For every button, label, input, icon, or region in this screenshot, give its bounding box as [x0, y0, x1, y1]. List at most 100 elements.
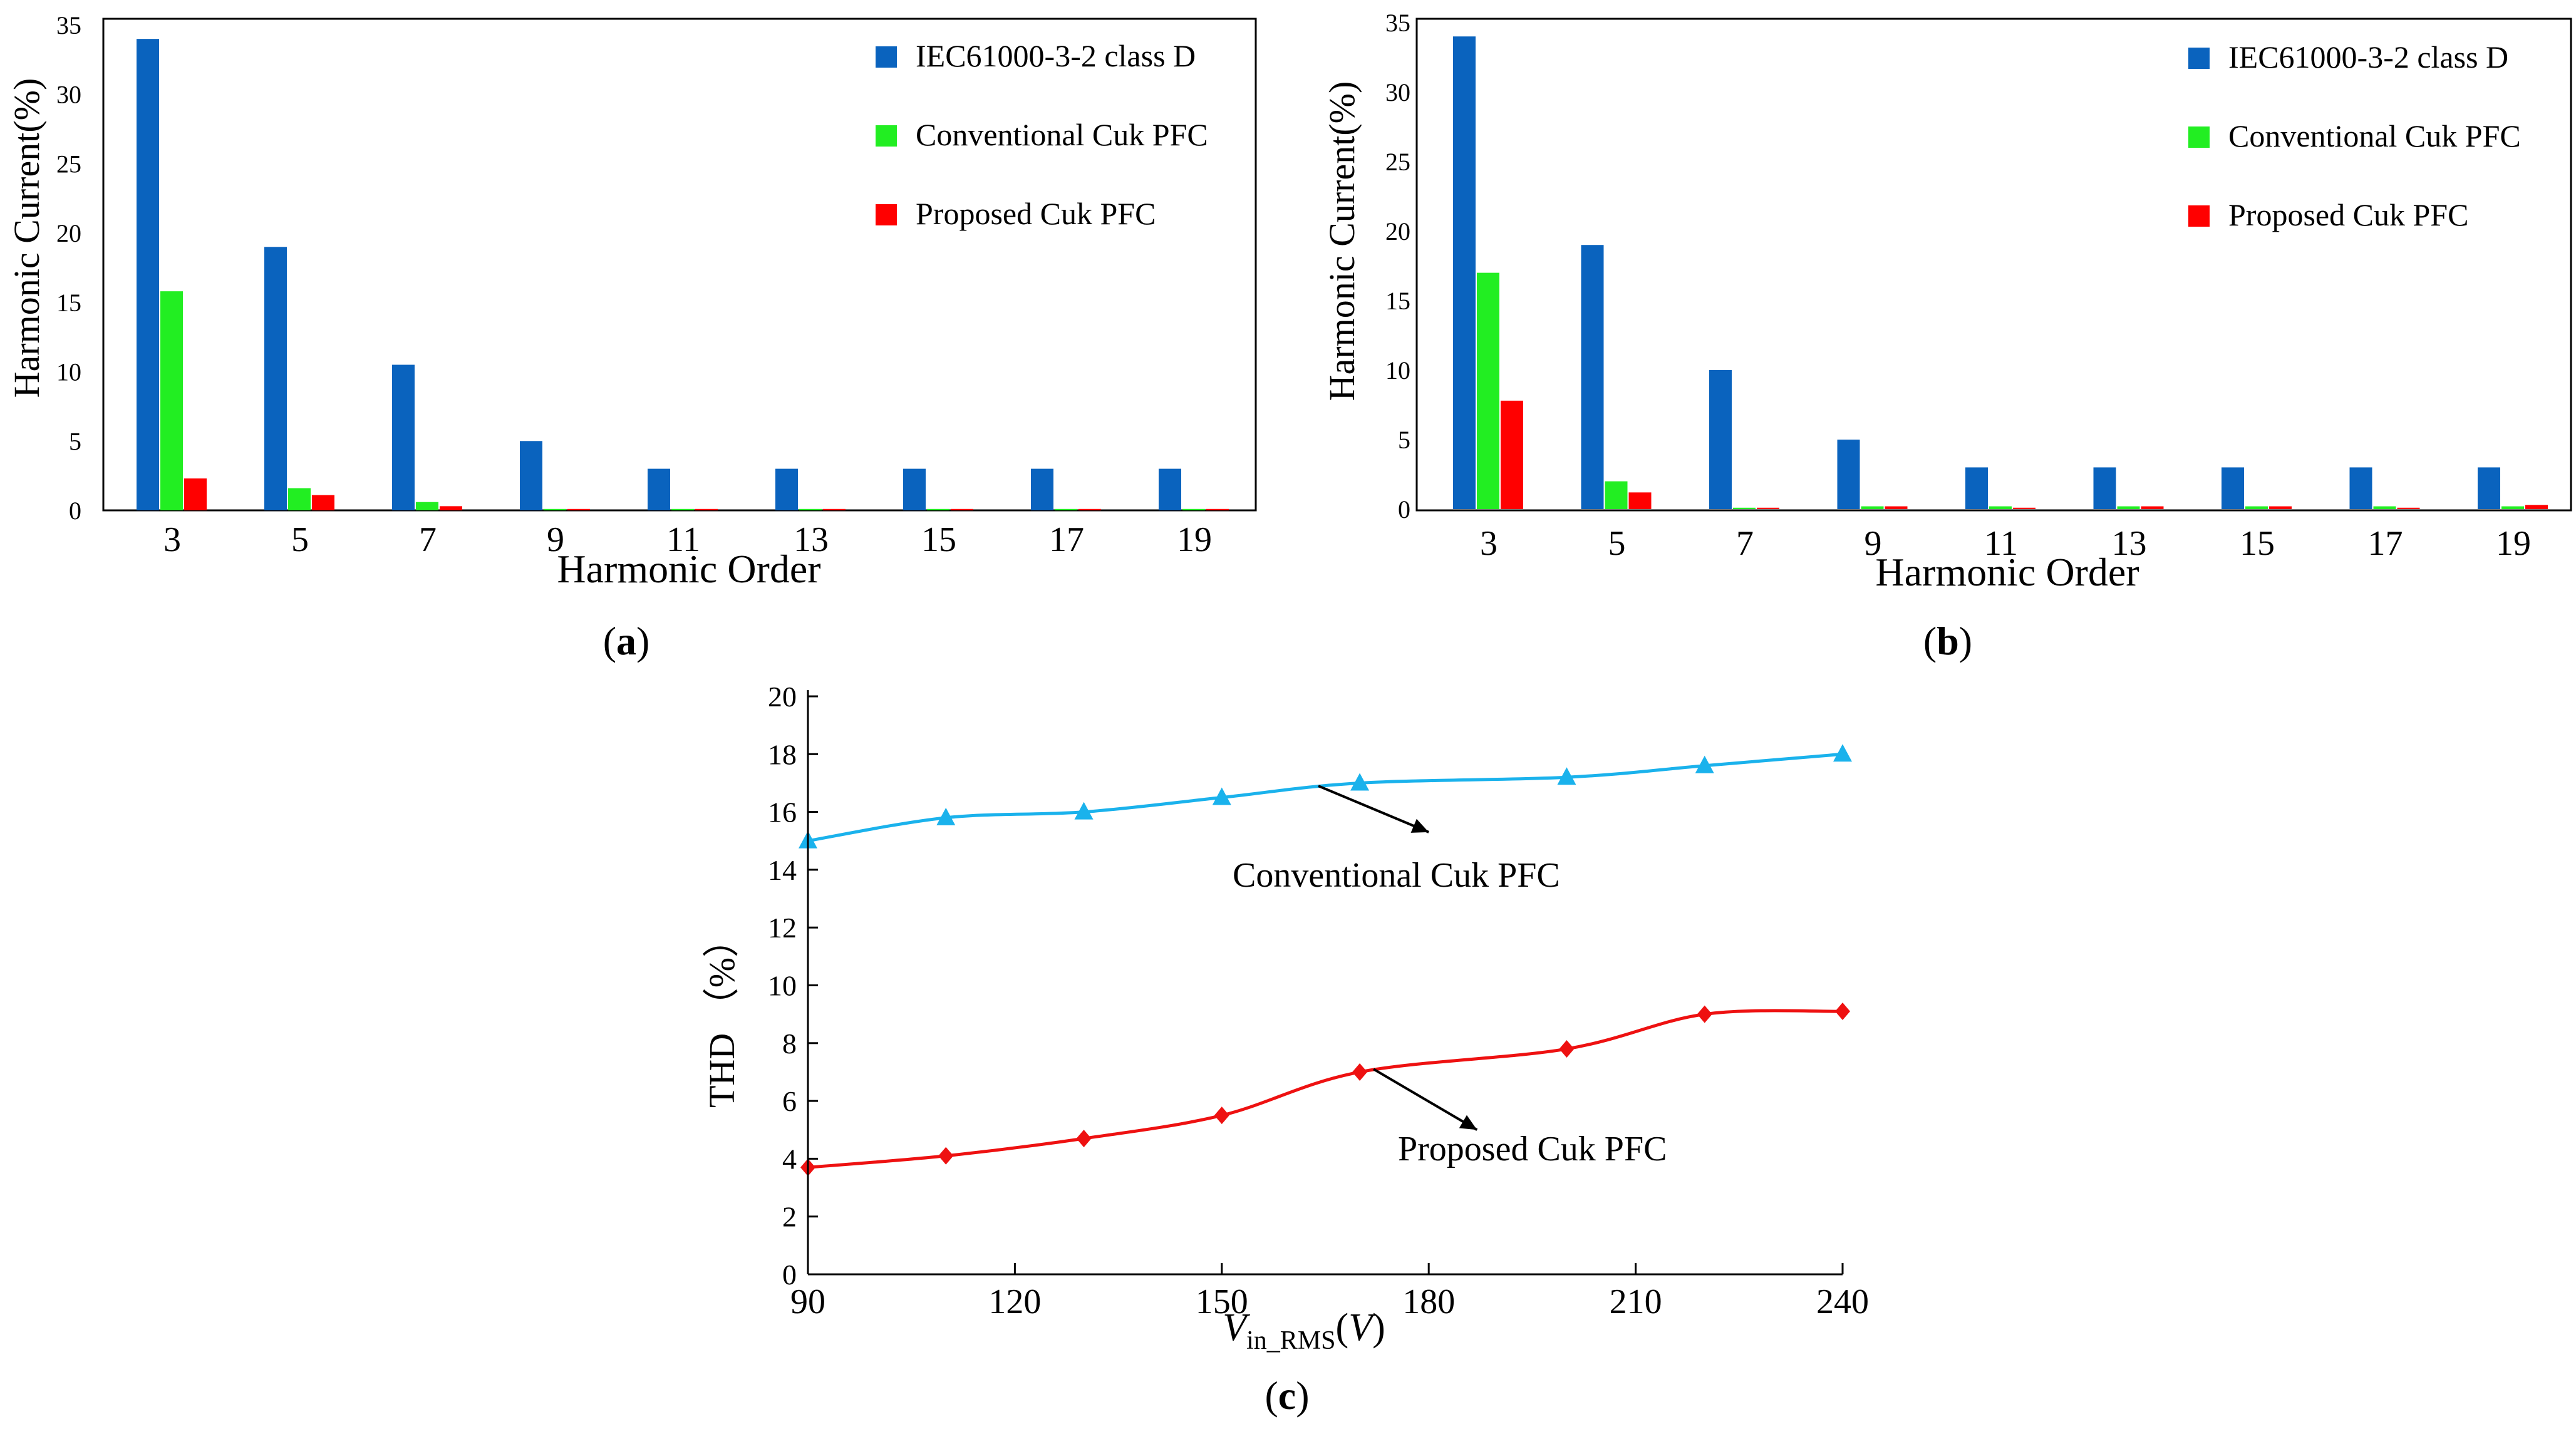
line-chart-c: 90 120 150 180 210 240 0 2 4 6 8 10 12 14 16 18 20 Conv…: [701, 681, 1869, 1418]
lines-c: [799, 744, 1852, 1177]
legend-swatch-iec: [876, 46, 897, 68]
y-tick-label: 15: [56, 289, 81, 317]
x-tick-label: 17: [2368, 524, 2403, 563]
bar-iec: [1159, 468, 1181, 510]
x-tick-label: 15: [921, 520, 956, 559]
data-point-diamond: [1214, 1107, 1229, 1125]
y-tick-label: 35: [1385, 9, 1410, 37]
x-axis-label-b: Harmonic Order: [1875, 550, 2139, 594]
annotation-label: Conventional Cuk PFC: [1233, 856, 1560, 895]
x-ticks-c: 90 120 150 180 210 240: [790, 1263, 1869, 1321]
bar-iec: [1031, 468, 1053, 510]
data-point-diamond: [1697, 1005, 1712, 1023]
data-point-diamond: [1559, 1040, 1575, 1058]
y-ticks-b: 0 5 10 15 20 25 30 35: [1385, 9, 1410, 524]
bar-iec: [1581, 245, 1604, 509]
data-point-diamond: [938, 1147, 954, 1165]
bar-conventional: [2373, 506, 2396, 509]
legend-label: IEC61000-3-2 class D: [2228, 39, 2508, 75]
data-point-triangle: [936, 807, 956, 825]
bar-conventional: [1055, 508, 1077, 510]
x-tick-label: 3: [163, 520, 181, 559]
x-tick-label: 15: [2240, 524, 2275, 563]
series-line-thd_proposed: [807, 1009, 1843, 1169]
y-axis-label-c: THD （%）: [701, 921, 742, 1108]
y-tick-label: 20: [768, 681, 797, 713]
bar-proposed: [2269, 506, 2292, 509]
bar-iec: [1965, 467, 1988, 509]
data-point-triangle: [1212, 787, 1231, 805]
annotation-label: Proposed Cuk PFC: [1398, 1130, 1667, 1168]
y-tick-label: 6: [782, 1085, 797, 1117]
y-tick-label: 30: [1385, 78, 1410, 106]
x-tick-label: 19: [2496, 524, 2531, 563]
x-tick-label: 3: [1480, 524, 1497, 563]
bar-iec: [775, 468, 798, 510]
legend-swatch-iec: [2188, 48, 2210, 69]
bar-conventional: [1182, 508, 1205, 510]
data-point-diamond: [1352, 1063, 1368, 1081]
bar-conventional: [927, 508, 949, 510]
x-tick-label: 7: [1736, 524, 1754, 563]
bar-proposed: [1206, 508, 1229, 510]
y-tick-label: 10: [56, 358, 81, 386]
legend-swatch-proposed: [2188, 205, 2210, 227]
y-tick-label: 5: [1398, 426, 1410, 454]
panel-label-c: (c): [1265, 1373, 1309, 1418]
bar-conventional: [799, 508, 822, 510]
y-tick-label: 10: [1385, 356, 1410, 384]
y-tick-label: 30: [56, 81, 81, 109]
bar-iec: [2093, 467, 2116, 509]
bar-proposed: [951, 508, 973, 510]
bar-iec: [520, 441, 542, 510]
bar-proposed: [1079, 508, 1101, 510]
y-tick-label: 25: [56, 150, 81, 178]
bar-proposed: [823, 508, 846, 510]
bar-proposed: [440, 506, 462, 510]
x-tick-label: 5: [1608, 524, 1626, 563]
x-tick-label: 7: [419, 520, 437, 559]
data-point-triangle: [1833, 744, 1852, 762]
data-point-diamond: [1076, 1130, 1092, 1148]
y-tick-label: 20: [56, 219, 81, 247]
x-tick-label: 13: [2112, 524, 2147, 563]
x-tick-label: 90: [790, 1282, 825, 1321]
bar-iec: [903, 468, 926, 510]
plot-frame-b: [1415, 18, 2572, 512]
y-tick-label: 16: [768, 797, 797, 828]
bar-proposed: [695, 508, 718, 510]
data-point-triangle: [1557, 767, 1576, 785]
annotation-arrow-line: [1318, 785, 1429, 833]
bar-iec: [1837, 440, 1860, 509]
bar-conventional: [1989, 506, 2012, 509]
series-line-thd_conventional: [807, 752, 1843, 843]
y-tick-label: 14: [768, 854, 797, 886]
bar-proposed: [2525, 505, 2548, 509]
bar-proposed: [184, 478, 207, 510]
x-tick-label: 5: [291, 520, 309, 559]
y-tick-label: 4: [782, 1143, 797, 1175]
y-tick-label: 20: [1385, 217, 1410, 245]
bar-conventional: [160, 291, 183, 510]
data-point-triangle: [1074, 802, 1094, 820]
bar-conventional: [2501, 506, 2524, 509]
bar-conventional: [2245, 506, 2268, 509]
y-tick-label: 0: [782, 1259, 797, 1291]
bar-conventional: [671, 508, 694, 510]
bar-proposed: [2141, 506, 2164, 509]
bar-conventional: [416, 502, 438, 510]
annotation-arrow-head: [1410, 818, 1429, 833]
y-ticks-a: 0 5 10 15 20 25 30 35: [56, 11, 81, 525]
bar-iec: [392, 364, 415, 510]
bar-conventional: [2117, 506, 2140, 509]
data-point-triangle: [1695, 755, 1714, 773]
y-tick-label: 12: [768, 912, 797, 944]
bar-iec: [137, 39, 159, 510]
x-tick-label: 19: [1177, 520, 1212, 559]
bars-b: [1453, 36, 2548, 509]
x-tick-label: 11: [1984, 524, 2018, 563]
bars-a: [137, 39, 1229, 510]
bar-iec: [648, 468, 670, 510]
